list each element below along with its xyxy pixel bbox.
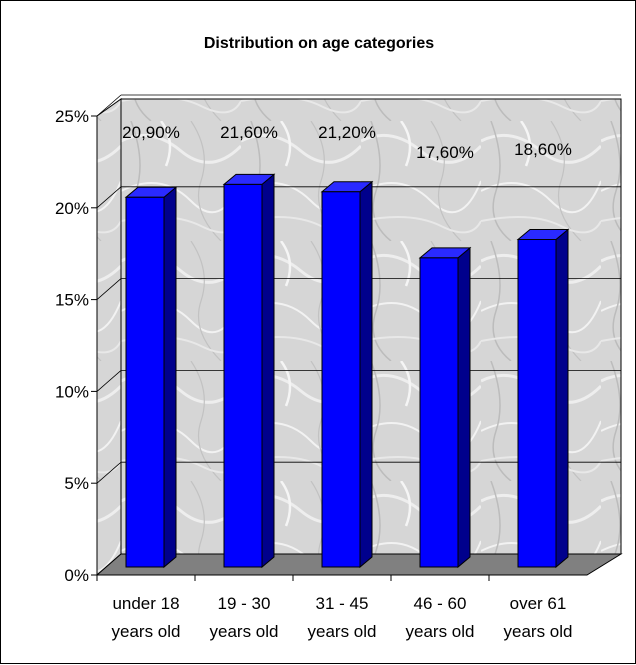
gridline-side [96, 186, 122, 209]
x-tick-label: under 18 [112, 594, 179, 613]
x-tick-label: years old [112, 622, 181, 641]
x-tick-label: years old [406, 622, 475, 641]
y-tick-label: 25% [55, 107, 89, 126]
y-tick-label: 20% [55, 199, 89, 218]
data-label: 21,60% [220, 123, 278, 142]
gridline-side [96, 278, 122, 300]
x-axis-ticks: under 18 years old 19 - 30 years old 31 - 45… [96, 575, 573, 641]
bar-front [419, 257, 459, 568]
bar-side [457, 246, 471, 569]
gridline-side [96, 461, 122, 484]
data-label: 18,60% [514, 140, 572, 159]
x-tick-label: years old [504, 622, 573, 641]
y-tick-label: 10% [55, 382, 89, 401]
bar-side [163, 186, 177, 569]
bar-front [125, 196, 165, 568]
x-tick-label: years old [210, 622, 279, 641]
bar [320, 180, 374, 569]
x-tick-label: years old [308, 622, 377, 641]
y-tick-label: 0% [64, 566, 89, 585]
bar-front [321, 191, 361, 568]
bar [418, 246, 472, 569]
gridline-side [96, 370, 122, 392]
x-tick-label: 19 - 30 [218, 594, 271, 613]
bar [222, 173, 276, 569]
y-axis-ticks: 0% 5% 10% 15% 20% 25% [55, 107, 97, 585]
x-tick-label: 31 - 45 [316, 594, 369, 613]
gridline-side [96, 94, 122, 117]
bar [516, 228, 570, 569]
data-label: 21,20% [318, 123, 376, 142]
data-label: 17,60% [416, 143, 474, 162]
plot-side-wall [96, 98, 122, 577]
y-tick-label: 5% [64, 474, 89, 493]
bars [124, 173, 570, 569]
bar [124, 186, 178, 569]
bar-front [517, 239, 557, 568]
bar-side [359, 180, 373, 569]
data-labels: 20,90% 21,60% 21,20% 17,60% 18,60% [122, 123, 572, 162]
y-tick-label: 15% [55, 291, 89, 310]
bar-front [223, 183, 263, 568]
bar-side [261, 173, 275, 569]
x-tick-label: over 61 [510, 594, 567, 613]
bar-side [555, 228, 569, 569]
chart-title: Distribution on age categories [204, 35, 434, 52]
x-tick-label: 46 - 60 [414, 594, 467, 613]
data-label: 20,90% [122, 123, 180, 142]
